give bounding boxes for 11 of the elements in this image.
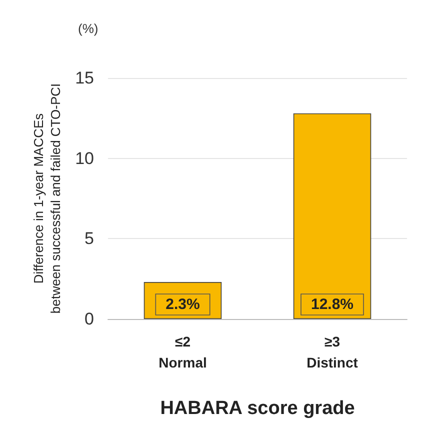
x-tick-label: ≥3 Distinct	[306, 334, 358, 370]
text: (%)	[78, 21, 98, 36]
y-tick-label: 15	[75, 68, 94, 88]
data-label: 2.3%	[166, 296, 200, 313]
y-tick-label: 0	[84, 310, 94, 328]
y-tick-label: 5	[84, 229, 94, 248]
x-axis-title: HABARA score grade	[160, 398, 355, 419]
y-tick-label: 10	[75, 148, 94, 168]
y-axis-title: Difference in 1-year MACCEs between successful and failed CTO-PCI	[31, 83, 64, 314]
data-label: 12.8%	[310, 296, 354, 313]
x-tick-label: ≤2 Normal	[158, 334, 207, 370]
